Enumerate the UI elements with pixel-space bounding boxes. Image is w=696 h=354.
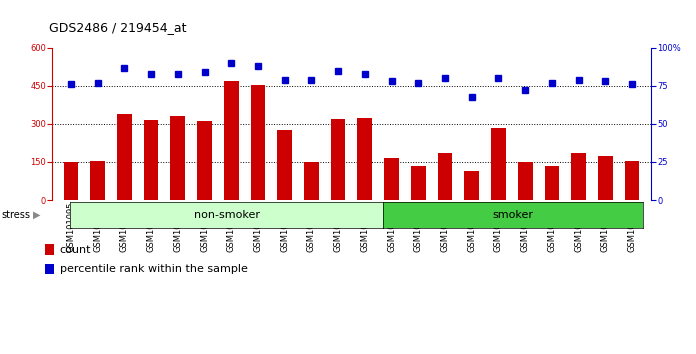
Bar (197, 121, 212, 200)
Bar (598, 156, 612, 200)
Bar (224, 81, 239, 200)
Text: percentile rank within the sample: percentile rank within the sample (60, 264, 248, 274)
Bar (491, 128, 506, 200)
Bar (171, 116, 185, 200)
Bar (277, 130, 292, 200)
Bar (411, 166, 426, 200)
Bar (304, 162, 319, 200)
Bar (331, 119, 345, 200)
Text: count: count (60, 245, 91, 255)
Text: non-smoker: non-smoker (193, 210, 260, 220)
Text: stress: stress (1, 210, 31, 220)
Bar (464, 171, 479, 200)
Bar (90, 161, 105, 200)
Bar (358, 118, 372, 200)
Text: ▶: ▶ (33, 210, 41, 220)
Text: smoker: smoker (492, 210, 533, 220)
Bar (544, 166, 560, 200)
Bar (117, 114, 132, 200)
Bar (63, 162, 78, 200)
Text: GDS2486 / 219454_at: GDS2486 / 219454_at (49, 21, 187, 34)
Bar (518, 162, 532, 200)
Bar (438, 153, 452, 200)
Bar (143, 120, 159, 200)
Bar (625, 161, 640, 200)
Bar (571, 153, 586, 200)
Bar (251, 85, 265, 200)
Bar (384, 158, 399, 200)
